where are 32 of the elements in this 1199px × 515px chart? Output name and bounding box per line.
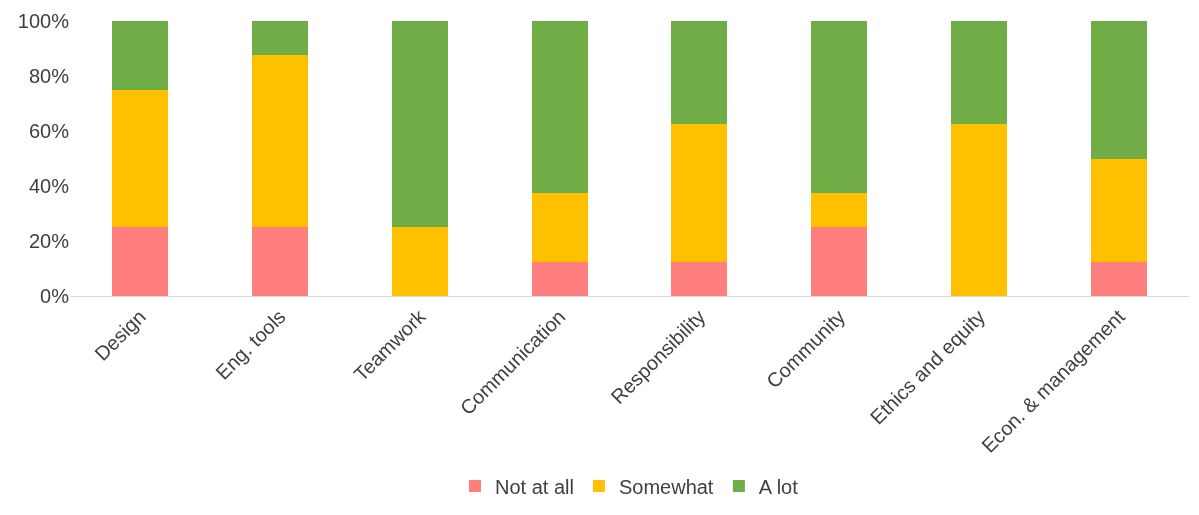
bar [811, 21, 868, 193]
bar [951, 124, 1008, 296]
bar [671, 21, 728, 125]
bar [811, 192, 868, 228]
bar [251, 55, 308, 228]
x-tick-label: Eng. tools [211, 305, 290, 384]
bar [671, 261, 728, 296]
bar [671, 124, 728, 262]
bar [111, 21, 168, 90]
bar [251, 227, 308, 296]
y-tick-label: 60% [28, 120, 70, 142]
bar [1091, 261, 1148, 296]
y-tick-label: 20% [28, 230, 70, 252]
bar [811, 227, 868, 296]
legend-label: A lot [758, 475, 799, 498]
bar [951, 21, 1008, 125]
bar [111, 89, 168, 228]
y-tick-label: 100% [17, 10, 70, 32]
bar [531, 192, 588, 262]
bar [111, 227, 168, 296]
bar [531, 261, 588, 296]
y-tick-label: 80% [28, 65, 70, 87]
legend-label: Somewhat [618, 475, 714, 498]
bar [1091, 158, 1148, 262]
bar [251, 21, 308, 56]
legend-label: Not at all [495, 475, 574, 498]
bar [1091, 21, 1148, 159]
bar [391, 227, 448, 296]
bar [531, 21, 588, 193]
y-tick-label: 40% [28, 175, 70, 197]
y-tick-label: 0% [40, 285, 70, 307]
bar [391, 21, 448, 228]
